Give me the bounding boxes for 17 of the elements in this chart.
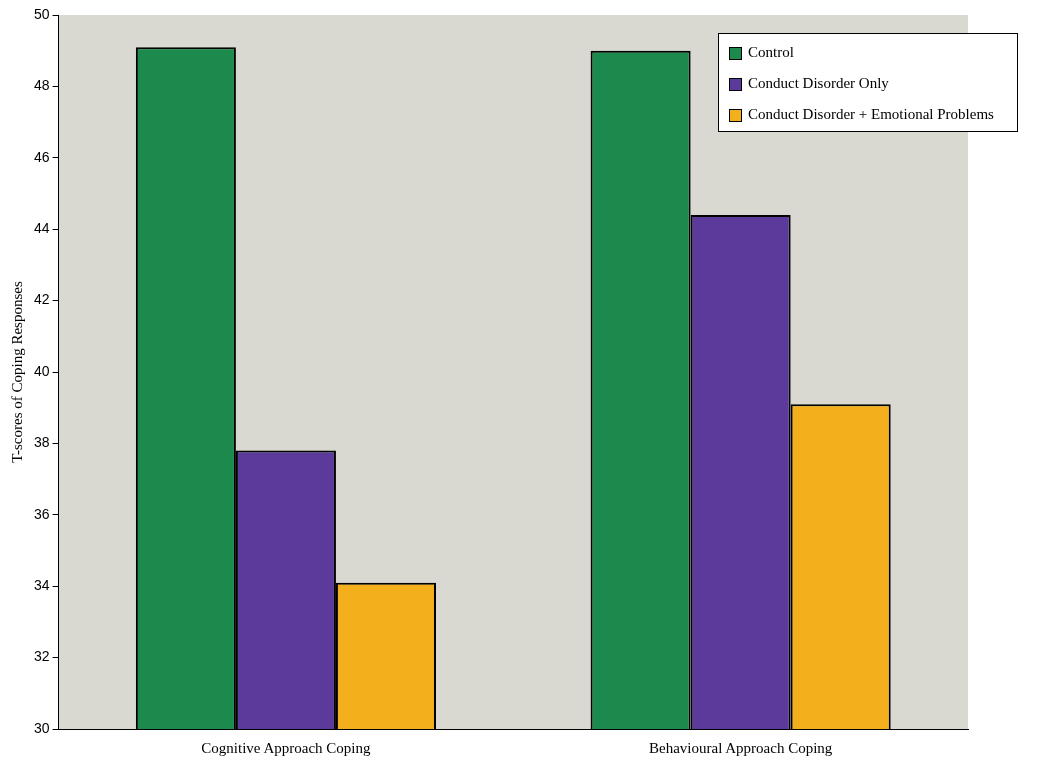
y-tick-label: 40: [33, 362, 50, 379]
y-axis-title: T-scores of Coping Responses: [8, 281, 25, 463]
legend-label: Control: [748, 44, 794, 61]
y-tick-label: 42: [33, 291, 50, 308]
legend-label: Conduct Disorder + Emotional Problems: [748, 106, 994, 123]
y-tick-label: 30: [33, 719, 50, 736]
x-tick-label: Cognitive Approach Coping: [201, 739, 371, 756]
y-tick-label: 50: [33, 5, 50, 22]
y-tick-label: 46: [33, 148, 50, 165]
y-tick-label: 44: [33, 220, 50, 237]
y-tick-label: 32: [33, 648, 50, 665]
y-tick-label: 38: [33, 434, 50, 451]
y-tick-label: 48: [33, 77, 50, 94]
y-tick-label: 34: [33, 577, 50, 594]
x-tick-label: Behavioural Approach Coping: [648, 739, 833, 756]
y-tick-label: 36: [33, 505, 50, 522]
legend-label: Conduct Disorder Only: [748, 75, 889, 92]
